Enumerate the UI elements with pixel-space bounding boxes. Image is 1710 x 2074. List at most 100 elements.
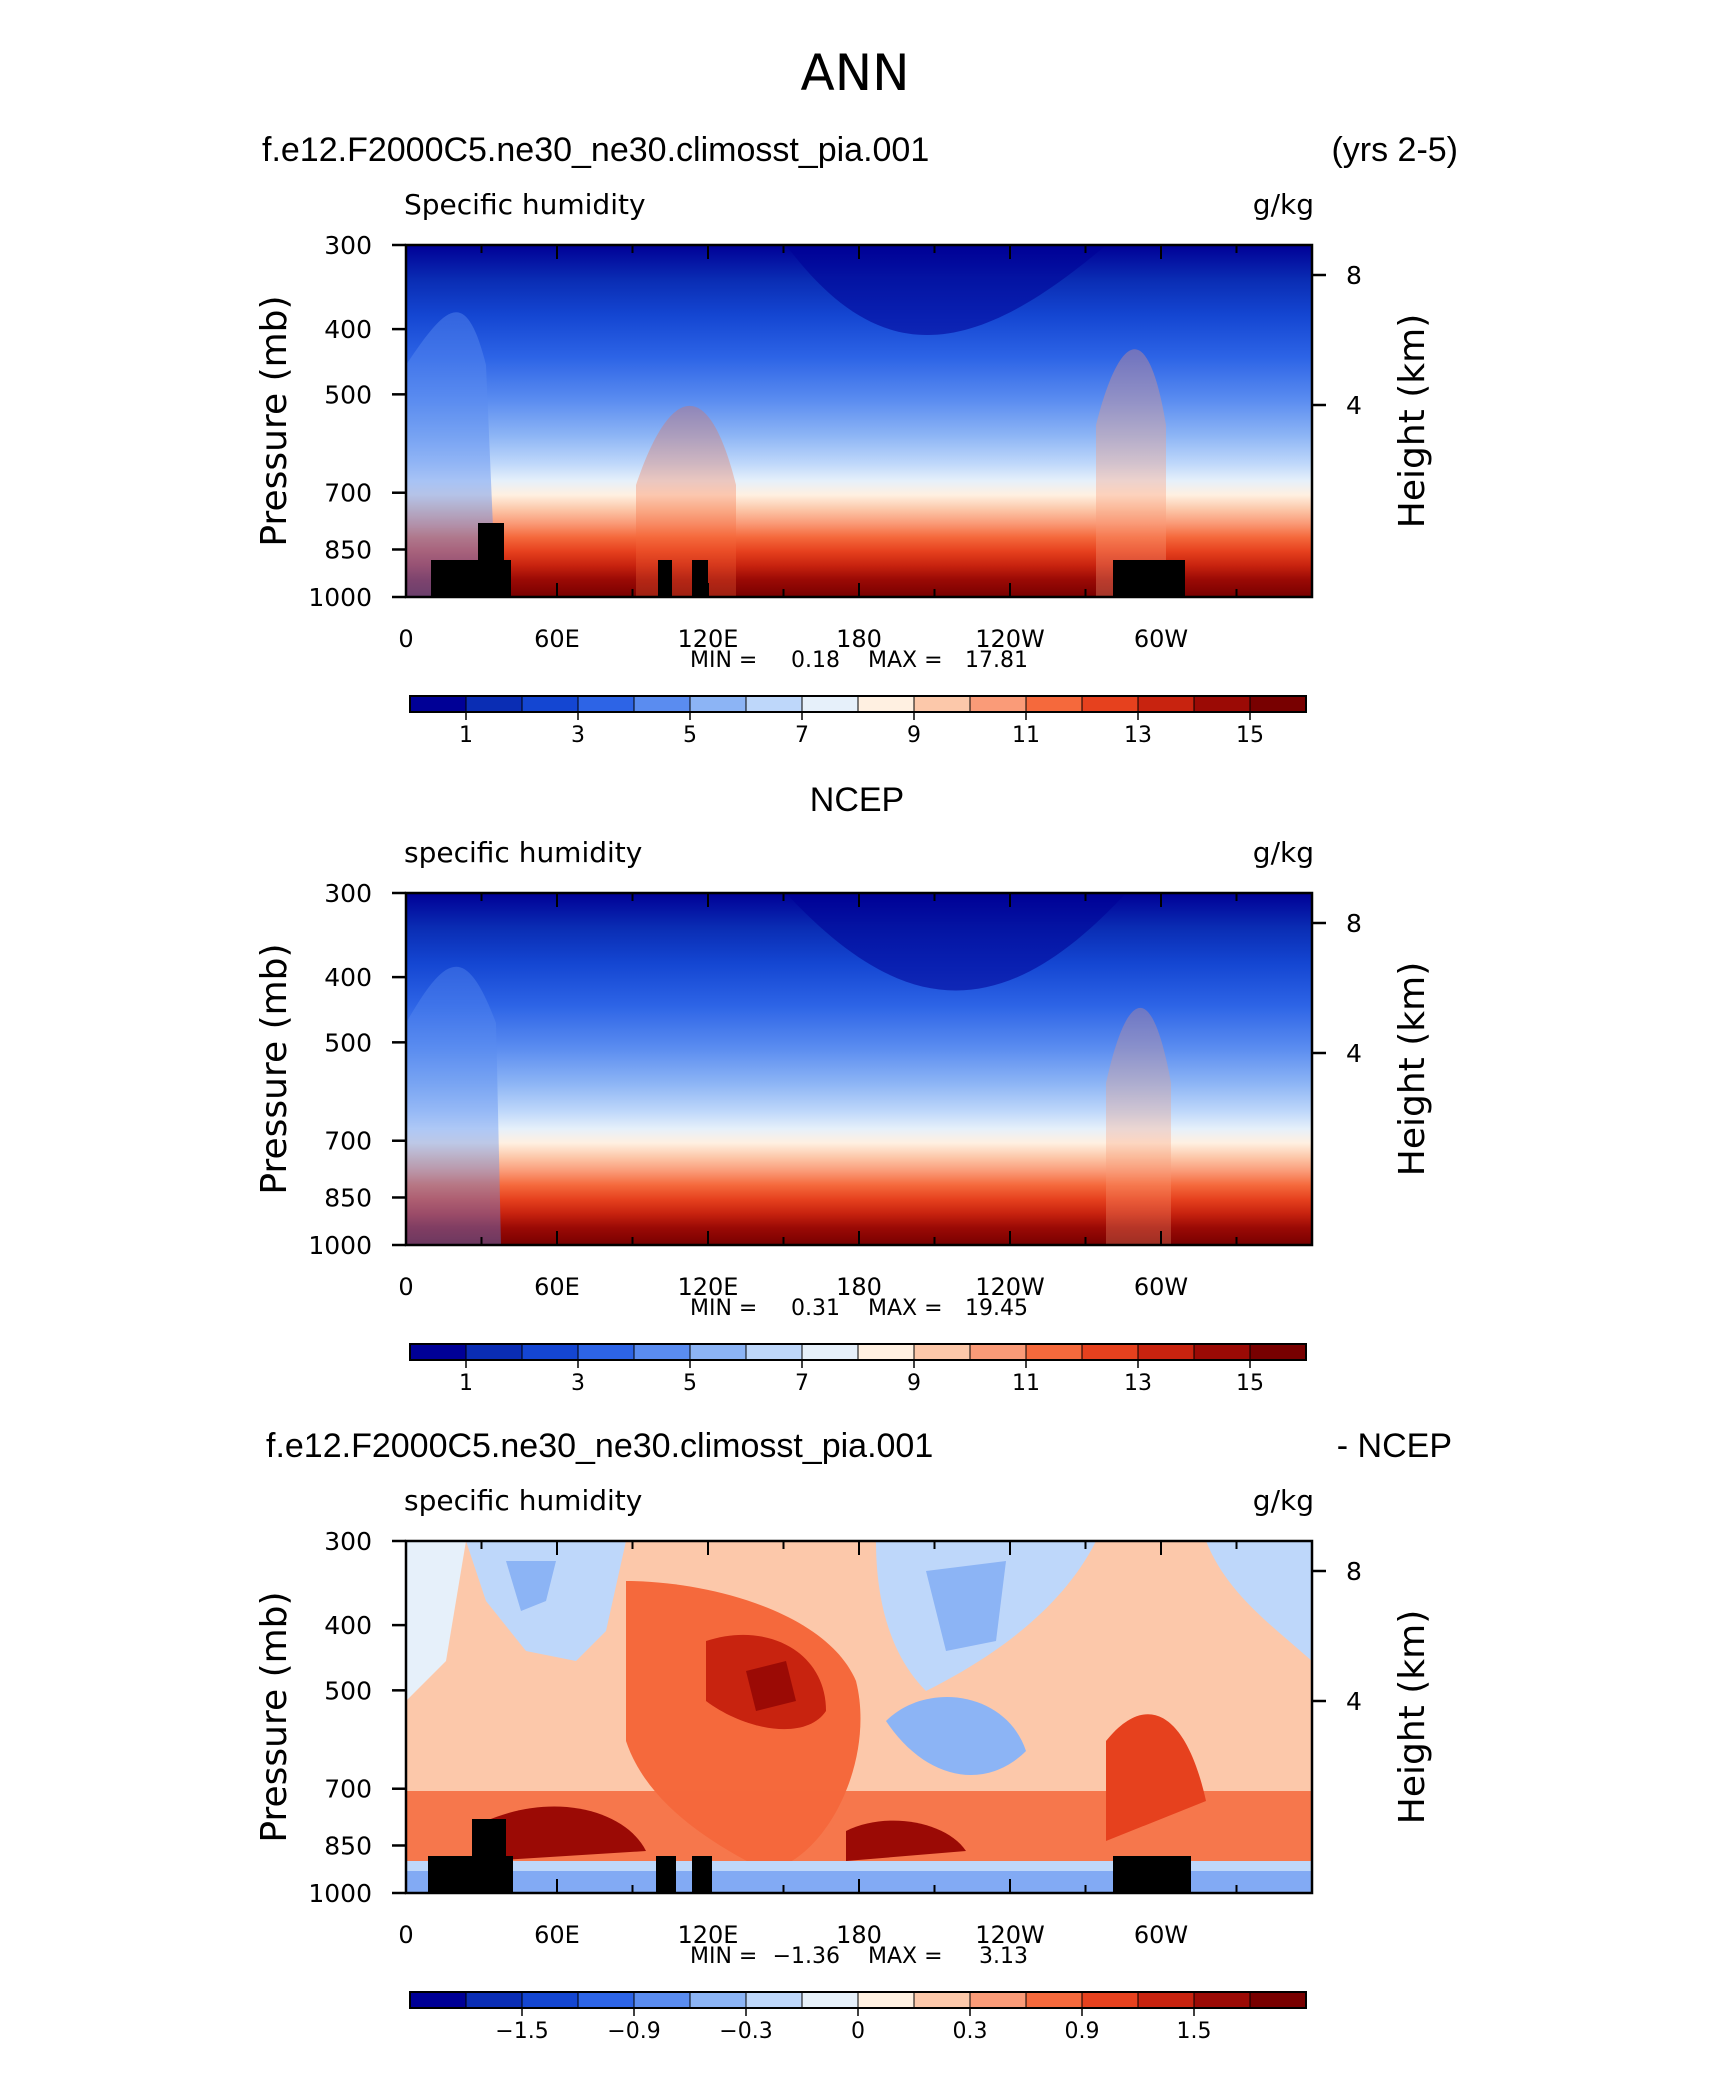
colorbar-swatch [969,1343,1027,1361]
pressure-tick-label: 400 [324,315,372,344]
colorbar-swatch [409,695,467,713]
topo-block [478,523,504,597]
colorbar-swatch [1137,1991,1195,2009]
colorbar: 1 3 5 7 9 11 13 15 [409,1343,1307,1396]
colorbar-swatch [1081,1343,1139,1361]
colorbar-label: 13 [1124,1371,1152,1396]
colorbar-label: 15 [1236,723,1264,748]
colorbar-swatch [1081,695,1139,713]
pressure-tick-label: 850 [324,1183,372,1212]
colorbar-swatch [913,695,971,713]
pressure-tick-label: 400 [324,963,372,992]
plot-area: 300 400 500 700 850 1000 8 4 0 60E 120E 180 120W 60W P… [254,231,1433,673]
colorbar-swatch [465,1991,523,2009]
y2-axis-title: Height (km) [1392,314,1433,528]
x-tick-label: 180 [836,625,882,653]
field-ridge [636,405,736,597]
height-tick-label: 4 [1346,1687,1362,1716]
colorbar-swatch [1137,695,1195,713]
y-axis-title: Pressure (mb) [254,943,295,1194]
height-tick-label: 8 [1346,261,1362,290]
x-tick-label: 60W [1134,1921,1188,1949]
colorbar-swatch [745,1343,803,1361]
colorbar-swatch [521,1343,579,1361]
axes-group: 300 400 500 700 850 1000 8 4 0 60E 120E 180 120W 60W P… [254,879,1433,1321]
case-label: f.e12.F2000C5.ne30_ne30.climosst_pia.001 [266,1427,933,1465]
x-tick-label: 60E [534,625,580,653]
colorbar-swatch [745,695,803,713]
colorbar-label: 0.9 [1065,2019,1100,2044]
pressure-tick-label: 400 [324,1611,372,1640]
topo-block [472,1819,506,1893]
colorbar-swatch [577,1991,635,2009]
field-ridge [406,966,501,1245]
colorbar-swatch [689,695,747,713]
colorbar-label: 7 [795,1371,809,1396]
field-negative [926,1561,1006,1651]
max-value: 17.81 [965,648,1028,673]
colorbar-swatch [577,695,635,713]
field-neutral [406,1541,466,1701]
colorbar-swatch [1025,1343,1083,1361]
colorbar-swatch [857,1991,915,2009]
colorbar-label: 9 [907,1371,921,1396]
variable-title: specific humidity [404,836,642,869]
field-negative [886,1697,1026,1775]
variable-title: specific humidity [404,1484,642,1517]
height-tick-label: 4 [1346,391,1362,420]
pressure-tick-label: 300 [324,231,372,260]
height-tick-label: 4 [1346,1039,1362,1068]
colorbar-swatch [857,1343,915,1361]
colorbar-swatch [1249,1343,1307,1361]
axes-group: 300 400 500 700 850 1000 8 4 0 60E 120E 180 120W 60W P… [254,231,1433,673]
min-label: MIN = [690,1296,757,1321]
topography [431,523,1185,597]
colorbar-label: 11 [1012,1371,1040,1396]
max-value: 3.13 [979,1944,1028,1969]
colorbar-swatch [1137,1343,1195,1361]
topo-block [656,1856,676,1893]
units-label: g/kg [1253,1484,1314,1517]
max-label: MAX = [868,1944,943,1969]
pressure-tick-label: 700 [324,1775,372,1804]
x-tick-label: 120E [678,1273,739,1301]
field-ridge [406,312,496,597]
max-label: MAX = [868,648,943,673]
min-label: MIN = [690,648,757,673]
colorbar-swatch [969,695,1027,713]
field-dry-region [786,245,1106,335]
field-negative [506,1561,556,1611]
colorbar-swatch [1025,1991,1083,2009]
colorbar-swatch [409,1991,467,2009]
colorbar-swatch [689,1991,747,2009]
x-tick-label: 60W [1134,625,1188,653]
y2-axis-title: Height (km) [1392,1610,1433,1824]
colorbar-swatch [1249,695,1307,713]
y2-axis-title: Height (km) [1392,962,1433,1176]
colorbar-swatch [857,695,915,713]
field-ridge [1106,1007,1171,1245]
max-value: 19.45 [965,1296,1028,1321]
pressure-tick-label: 700 [324,1127,372,1156]
colorbar-label: 1 [459,723,473,748]
field-dry-region [786,893,1126,991]
colorbar-swatch [1249,1991,1307,2009]
axes-group: 300 400 500 700 850 1000 8 4 0 60E 120E 180 120W 60W P… [254,1527,1433,1969]
colorbar-swatch [1193,1991,1251,2009]
plot-area: 300 400 500 700 850 1000 8 4 0 60E 120E 180 120W 60W P… [254,1527,1433,1969]
colorbar-swatch [521,695,579,713]
colorbar: −1.5 −0.9 −0.3 0 0.3 0.9 1.5 [409,1991,1307,2044]
x-tick-label: 60W [1134,1273,1188,1301]
colorbar-label: 1.5 [1177,2019,1212,2044]
colorbar-label: 7 [795,723,809,748]
colorbar-swatch [1025,695,1083,713]
height-tick-label: 8 [1346,1557,1362,1586]
colorbar-swatch [1193,695,1251,713]
min-value: −1.36 [773,1944,840,1969]
pressure-tick-label: 1000 [308,583,372,612]
colorbar-label: −0.3 [719,2019,772,2044]
field-positive [1106,1714,1206,1841]
pressure-tick-label: 700 [324,479,372,508]
colorbar-swatch [1081,1991,1139,2009]
